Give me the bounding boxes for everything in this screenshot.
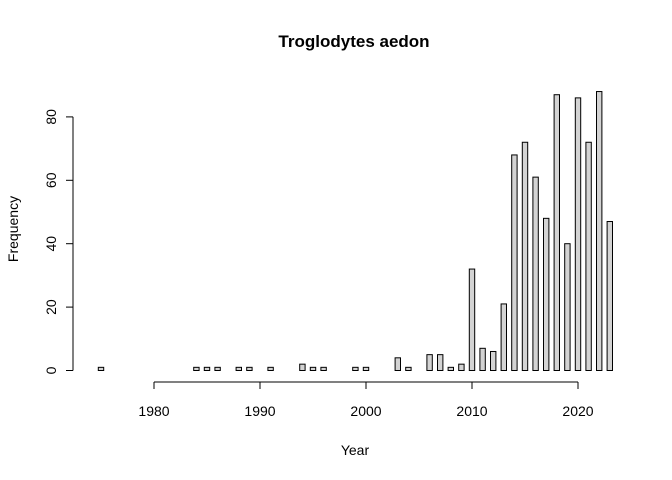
bar-2016	[532, 176, 539, 371]
bar-2019	[564, 243, 571, 371]
y-axis-label: Frequency	[5, 196, 21, 262]
x-tick-label-1980: 1980	[138, 403, 169, 419]
bar-2006	[426, 354, 433, 371]
bar-2022	[596, 91, 603, 371]
y-tick-label-80: 80	[43, 109, 59, 125]
bar-2018	[553, 94, 560, 372]
bar-2012	[490, 350, 497, 372]
bar-1996	[320, 366, 327, 371]
bars-group	[97, 91, 613, 372]
bar-2023	[606, 221, 613, 371]
x-axis: 1980 1990 2000 2010 2020	[138, 381, 594, 419]
bar-1991	[267, 366, 274, 371]
chart-title: Troglodytes aedon	[278, 32, 429, 51]
bar-1975	[97, 366, 105, 371]
x-tick-label-1990: 1990	[244, 403, 275, 419]
bar-2008	[447, 366, 455, 371]
bar-1989	[246, 366, 253, 371]
bar-2014	[511, 154, 518, 371]
x-tick-label-2010: 2010	[456, 403, 487, 419]
bar-2000	[362, 366, 370, 371]
bar-2011	[479, 347, 486, 371]
x-tick-label-2000: 2000	[350, 403, 381, 419]
y-tick-label-20: 20	[43, 299, 59, 315]
bar-1994	[299, 363, 306, 372]
x-axis-label: Year	[341, 442, 370, 458]
bar-2010	[468, 268, 476, 371]
bar-1984	[193, 366, 200, 371]
bar-2009	[458, 363, 465, 372]
bar-2013	[500, 303, 508, 371]
y-tick-label-0: 0	[43, 366, 59, 374]
bar-2004	[405, 366, 412, 371]
y-axis: 0 20 40 60 80	[43, 109, 74, 374]
bar-1999	[352, 366, 359, 371]
bar-1986	[214, 366, 221, 371]
bar-2007	[437, 354, 444, 371]
bar-2015	[521, 141, 529, 371]
x-tick-label-2020: 2020	[562, 403, 593, 419]
y-tick-label-40: 40	[43, 236, 59, 252]
bar-2020	[574, 97, 582, 371]
bar-1988	[235, 366, 243, 371]
y-tick-label-60: 60	[43, 172, 59, 188]
bar-2021	[585, 141, 592, 371]
bar-2003	[394, 357, 402, 372]
bar-1995	[309, 366, 317, 371]
bar-2017	[543, 217, 550, 371]
bar-1985	[203, 366, 211, 371]
